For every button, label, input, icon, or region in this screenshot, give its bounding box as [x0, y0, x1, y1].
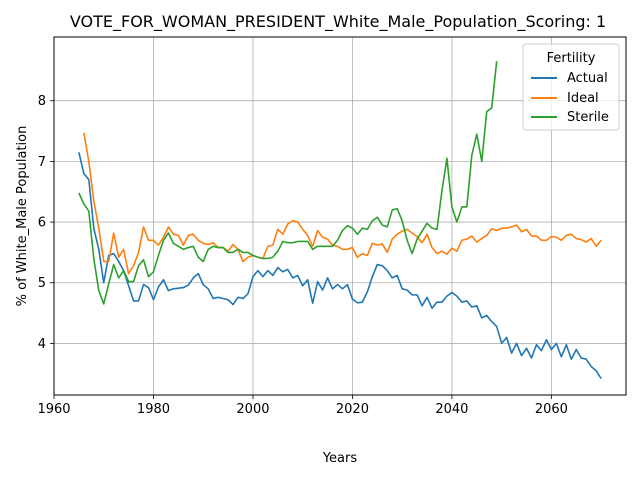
x-axis: 1960 1980 2000 2020 2040 2060: [37, 395, 568, 417]
legend-label-actual: Actual: [567, 71, 608, 86]
series-line-sterile: [78, 61, 498, 305]
y-tick-label: 4: [38, 337, 46, 352]
series-line-actual: [78, 152, 602, 380]
legend-label-ideal: Ideal: [567, 91, 599, 106]
legend-box: [522, 43, 620, 131]
y-tick-label: 6: [38, 216, 46, 231]
y-tick-label: 7: [38, 155, 46, 170]
series-line-ideal: [83, 132, 602, 275]
x-tick-label: 1980: [137, 402, 170, 417]
y-tick-label: 8: [38, 94, 46, 109]
x-tick-label: 1960: [37, 402, 70, 417]
y-axis: 4 5 6 7 8: [38, 94, 54, 352]
x-tick-label: 2060: [535, 402, 568, 417]
x-tick-label: 2000: [236, 402, 269, 417]
y-tick-label: 5: [38, 276, 46, 291]
chart-title: VOTE_FOR_WOMAN_PRESIDENT_White_Male_Popu…: [70, 12, 606, 32]
plot-frame: [53, 36, 627, 396]
x-tick-label: 2040: [435, 402, 468, 417]
legend-title: Fertility: [547, 51, 596, 66]
y-axis-label: % of White_Male Population: [15, 126, 30, 307]
x-tick-label: 2020: [336, 402, 369, 417]
legend: Fertility Actual Ideal Sterile: [522, 43, 620, 131]
series-lines: [78, 61, 602, 380]
x-axis-label: Years: [322, 451, 358, 466]
legend-label-sterile: Sterile: [567, 110, 609, 125]
